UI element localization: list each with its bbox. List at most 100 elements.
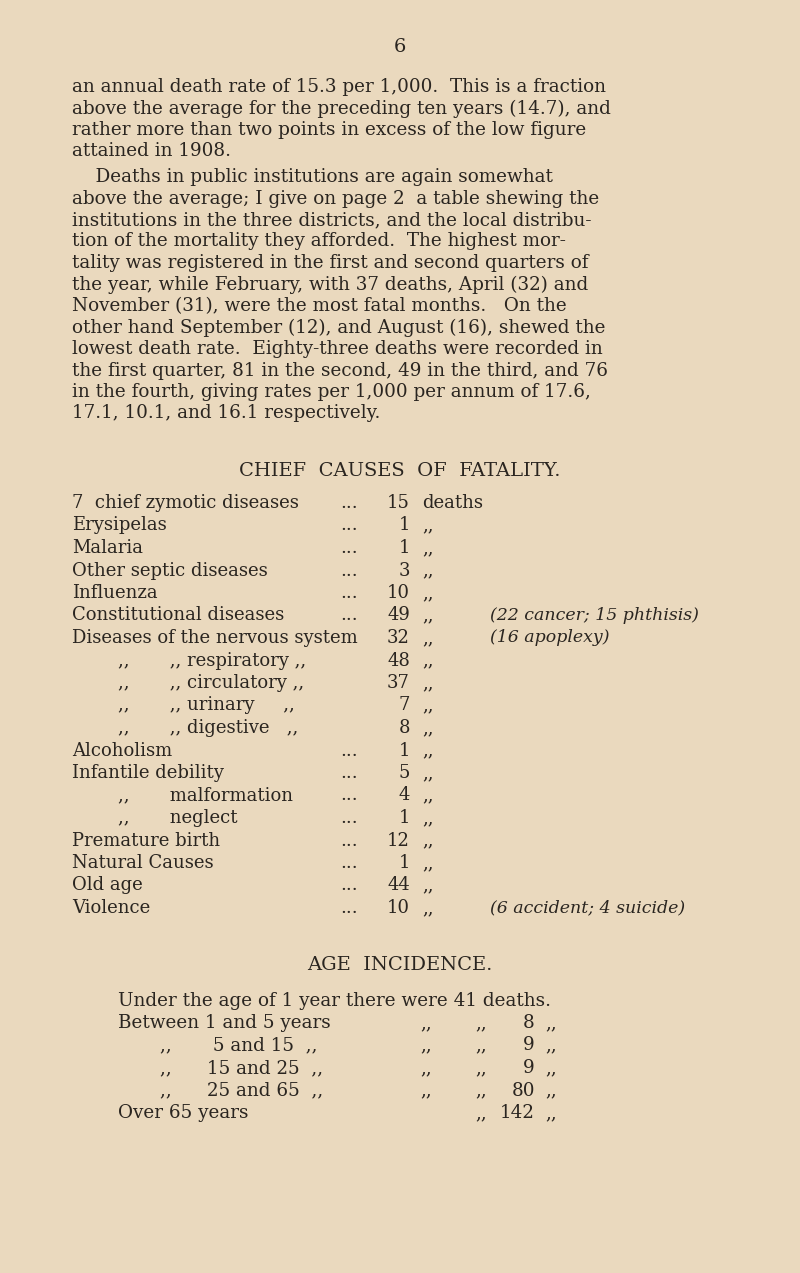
Text: ...: ...: [340, 606, 358, 625]
Text: Alcoholism: Alcoholism: [72, 741, 172, 760]
Text: ,,       5 and 15  ,,: ,, 5 and 15 ,,: [160, 1036, 318, 1054]
Text: ,,: ,,: [420, 1036, 432, 1054]
Text: ,,: ,,: [420, 1082, 432, 1100]
Text: ,,: ,,: [422, 854, 434, 872]
Text: ...: ...: [340, 787, 358, 805]
Text: above the average; I give on page 2  a table shewing the: above the average; I give on page 2 a ta…: [72, 190, 599, 207]
Text: 1: 1: [398, 854, 410, 872]
Text: ,,: ,,: [422, 673, 434, 693]
Text: the first quarter, 81 in the second, 49 in the third, and 76: the first quarter, 81 in the second, 49 …: [72, 362, 608, 379]
Text: Between 1 and 5 years: Between 1 and 5 years: [118, 1015, 330, 1032]
Text: ,,: ,,: [545, 1104, 557, 1122]
Text: deaths: deaths: [422, 494, 483, 512]
Text: Constitutional diseases: Constitutional diseases: [72, 606, 284, 625]
Text: 48: 48: [387, 652, 410, 670]
Text: Deaths in public institutions are again somewhat: Deaths in public institutions are again …: [72, 168, 553, 186]
Text: institutions in the three districts, and the local distribu-: institutions in the three districts, and…: [72, 211, 591, 229]
Text: 5: 5: [398, 764, 410, 782]
Text: ,,: ,,: [422, 629, 434, 647]
Text: Violence: Violence: [72, 899, 150, 917]
Text: (6 accident; 4 suicide): (6 accident; 4 suicide): [490, 899, 685, 917]
Text: ...: ...: [340, 899, 358, 917]
Text: 3: 3: [398, 561, 410, 579]
Text: ,,: ,,: [475, 1036, 486, 1054]
Text: ,,: ,,: [422, 561, 434, 579]
Text: ,,: ,,: [545, 1015, 557, 1032]
Text: ,,: ,,: [420, 1059, 432, 1077]
Text: ...: ...: [340, 810, 358, 827]
Text: ,,: ,,: [420, 1015, 432, 1032]
Text: ,,: ,,: [422, 787, 434, 805]
Text: ...: ...: [340, 584, 358, 602]
Text: tality was registered in the first and second quarters of: tality was registered in the first and s…: [72, 255, 589, 272]
Text: the year, while February, with 37 deaths, April (32) and: the year, while February, with 37 deaths…: [72, 275, 588, 294]
Text: 8: 8: [398, 719, 410, 737]
Text: ,,: ,,: [422, 877, 434, 895]
Text: ,,: ,,: [475, 1015, 486, 1032]
Text: ,,: ,,: [422, 517, 434, 535]
Text: 9: 9: [523, 1059, 535, 1077]
Text: 10: 10: [387, 584, 410, 602]
Text: 15: 15: [387, 494, 410, 512]
Text: 17.1, 10.1, and 16.1 respectively.: 17.1, 10.1, and 16.1 respectively.: [72, 405, 380, 423]
Text: ,,: ,,: [422, 831, 434, 849]
Text: tion of the mortality they afforded.  The highest mor-: tion of the mortality they afforded. The…: [72, 233, 566, 251]
Text: 80: 80: [511, 1082, 535, 1100]
Text: Other septic diseases: Other septic diseases: [72, 561, 268, 579]
Text: ,,: ,,: [545, 1036, 557, 1054]
Text: lowest death rate.  Eighty-three deaths were recorded in: lowest death rate. Eighty-three deaths w…: [72, 340, 602, 358]
Text: other hand September (12), and August (16), shewed the: other hand September (12), and August (1…: [72, 318, 606, 337]
Text: Old age: Old age: [72, 877, 142, 895]
Text: Under the age of 1 year there were 41 deaths.: Under the age of 1 year there were 41 de…: [118, 992, 551, 1009]
Text: Erysipelas: Erysipelas: [72, 517, 166, 535]
Text: ,,: ,,: [422, 696, 434, 714]
Text: ,,: ,,: [545, 1059, 557, 1077]
Text: Over 65 years: Over 65 years: [118, 1104, 249, 1122]
Text: ...: ...: [340, 764, 358, 782]
Text: an annual death rate of 15.3 per 1,000.  This is a fraction: an annual death rate of 15.3 per 1,000. …: [72, 78, 606, 95]
Text: 142: 142: [500, 1104, 535, 1122]
Text: ...: ...: [340, 854, 358, 872]
Text: rather more than two points in excess of the low figure: rather more than two points in excess of…: [72, 121, 586, 139]
Text: Malaria: Malaria: [72, 538, 143, 558]
Text: Infantile debility: Infantile debility: [72, 764, 224, 782]
Text: ,,: ,,: [422, 741, 434, 760]
Text: ,,: ,,: [422, 652, 434, 670]
Text: ...: ...: [340, 741, 358, 760]
Text: in the fourth, giving rates per 1,000 per annum of 17.6,: in the fourth, giving rates per 1,000 pe…: [72, 383, 591, 401]
Text: 4: 4: [398, 787, 410, 805]
Text: CHIEF  CAUSES  OF  FATALITY.: CHIEF CAUSES OF FATALITY.: [239, 462, 561, 480]
Text: ...: ...: [340, 831, 358, 849]
Text: ,,: ,,: [422, 606, 434, 625]
Text: Natural Causes: Natural Causes: [72, 854, 214, 872]
Text: 9: 9: [523, 1036, 535, 1054]
Text: ...: ...: [340, 561, 358, 579]
Text: 10: 10: [387, 899, 410, 917]
Text: ,,: ,,: [545, 1082, 557, 1100]
Text: Premature birth: Premature birth: [72, 831, 220, 849]
Text: 37: 37: [387, 673, 410, 693]
Text: 12: 12: [387, 831, 410, 849]
Text: 1: 1: [398, 538, 410, 558]
Text: ,,: ,,: [422, 584, 434, 602]
Text: 32: 32: [387, 629, 410, 647]
Text: ...: ...: [340, 538, 358, 558]
Text: ,,: ,,: [422, 538, 434, 558]
Text: (16 apoplexy): (16 apoplexy): [490, 629, 610, 645]
Text: ,,       malformation: ,, malformation: [118, 787, 293, 805]
Text: ,,       ,, circulatory ,,: ,, ,, circulatory ,,: [118, 673, 304, 693]
Text: ,,: ,,: [475, 1104, 486, 1122]
Text: attained in 1908.: attained in 1908.: [72, 143, 231, 160]
Text: 44: 44: [387, 877, 410, 895]
Text: 1: 1: [398, 741, 410, 760]
Text: ,,: ,,: [422, 764, 434, 782]
Text: AGE  INCIDENCE.: AGE INCIDENCE.: [307, 956, 493, 974]
Text: ,,: ,,: [422, 719, 434, 737]
Text: ,,       ,, urinary     ,,: ,, ,, urinary ,,: [118, 696, 294, 714]
Text: 8: 8: [523, 1015, 535, 1032]
Text: 6: 6: [394, 38, 406, 56]
Text: Diseases of the nervous system: Diseases of the nervous system: [72, 629, 358, 647]
Text: 7  chief zymotic diseases: 7 chief zymotic diseases: [72, 494, 299, 512]
Text: ,,      15 and 25  ,,: ,, 15 and 25 ,,: [160, 1059, 323, 1077]
Text: ,,: ,,: [475, 1059, 486, 1077]
